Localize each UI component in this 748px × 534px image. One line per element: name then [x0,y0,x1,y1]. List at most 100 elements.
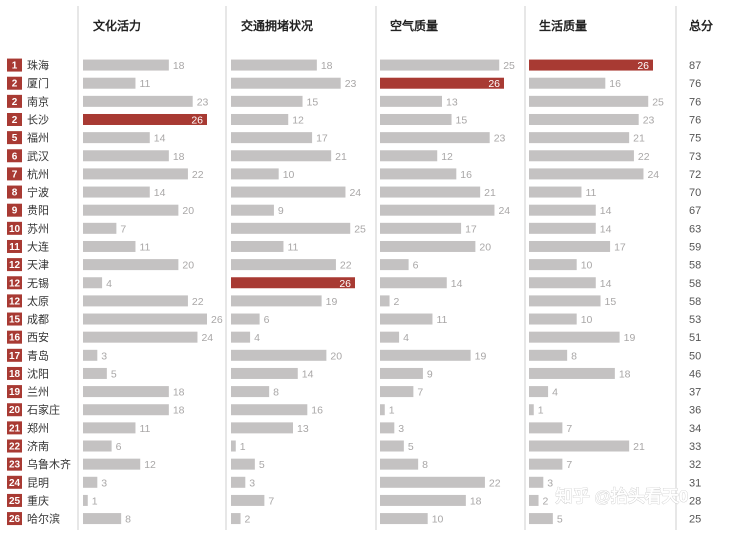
bar [231,367,298,379]
rank-label: 12 [9,278,21,289]
bar-value-label: 5 [408,441,414,453]
rank-label: 18 [9,369,21,380]
rank-badge [7,312,22,326]
rank-badge [7,512,22,526]
city-row: 17 青岛 3 20 19 8 50 [7,348,701,362]
bar [231,77,341,89]
bar [529,440,630,452]
bar-value-label: 18 [470,495,482,507]
bar-value-label: 18 [173,387,185,399]
city-name: 沈阳 [27,366,49,380]
bar-value-label: 14 [302,368,314,380]
total-score: 67 [689,205,701,217]
bar-value-label: 1 [538,405,544,417]
rank-badge [7,457,22,471]
total-score: 72 [689,169,701,181]
rank-badge [7,239,22,253]
total-header: 总分 [689,18,713,33]
bar [83,59,169,71]
city-name: 宁波 [27,185,49,199]
bar-value-label: 6 [264,314,270,326]
bar [231,168,279,180]
total-score: 59 [689,241,701,253]
city-row: 9 贵阳 20 9 24 14 67 [7,203,701,217]
bar-value-label: 10 [581,314,593,326]
rank-label: 2 [12,115,18,126]
column-header: 生活质量 [539,18,587,33]
bar [231,240,284,252]
bar-value-label: 20 [182,260,194,272]
bar-value-label: 19 [624,332,636,344]
city-row: 25 重庆 1 7 18 2 28 [7,493,701,507]
city-row: 11 大连 11 11 20 17 59 [7,239,701,253]
city-row: 5 福州 14 17 23 21 75 [7,131,701,145]
bar [83,168,188,180]
rank-badge [7,76,22,90]
bar [83,513,122,525]
bar-value-label: 20 [330,350,342,362]
bar [231,422,293,434]
column-header: 空气质量 [390,18,438,33]
bar [529,277,596,289]
bar-value-label: 22 [192,296,204,308]
total-score: 58 [689,296,701,308]
bar-value-label: 4 [403,332,409,344]
bar-value-label: 15 [456,114,468,126]
rank-label: 21 [9,423,21,434]
bar-value-label: 7 [268,495,274,507]
bar-value-label: 7 [120,223,126,235]
rank-badge [7,112,22,126]
city-row: 12 天津 20 22 6 10 58 [7,258,701,272]
bar-value-label: 15 [307,96,319,108]
bar [529,367,615,379]
bar-value-label: 25 [354,223,366,235]
bar-value-label: 12 [441,151,453,163]
bar [231,113,289,125]
bar-value-label: 17 [614,241,626,253]
bar-value-label: 18 [321,60,333,72]
bar [529,77,606,89]
bar [83,259,179,271]
bar-value-label: 18 [173,60,185,72]
total-score: 28 [689,495,701,507]
bar-value-label: 16 [460,169,472,181]
total-score: 51 [689,332,701,344]
bar [231,440,236,452]
bar-value-label: 3 [547,477,553,489]
city-row: 23 乌鲁木齐 12 5 8 7 32 [7,457,701,471]
bar [231,513,241,525]
bar [380,59,500,71]
city-name: 郑州 [27,421,49,435]
total-score: 34 [689,423,701,435]
bar-value-label: 21 [633,133,645,145]
rank-badge [7,58,22,72]
rank-label: 10 [9,224,21,235]
bar [380,132,490,144]
bar [231,331,251,343]
city-name: 乌鲁木齐 [27,457,71,471]
bar [83,150,169,162]
bar [231,132,313,144]
rank-badge [7,385,22,399]
bar [380,113,452,125]
bar [380,277,447,289]
bar-value-label: 7 [417,387,423,399]
bar-value-label: 18 [173,151,185,163]
rank-badge [7,294,22,308]
column-separators [77,6,677,530]
bar-value-label: 5 [259,459,265,471]
bar [231,204,274,216]
bar-value-label: 19 [326,296,338,308]
city-name: 哈尔滨 [27,512,60,526]
bar [231,349,327,361]
city-name: 杭州 [27,167,49,181]
city-row: 24 昆明 3 3 22 3 31 [7,475,701,489]
total-score: 33 [689,441,701,453]
city-rows: 1 珠海 18 18 25 26 872 厦门 11 23 26 16 762 南京 23 15 13 25 762… [7,58,701,526]
city-row: 16 西安 24 4 4 19 51 [7,330,701,344]
bar [83,367,107,379]
rank-badge [7,348,22,362]
city-row: 12 太原 22 19 2 15 58 [7,294,701,308]
bar [529,259,577,271]
bar-value-label: 26 [191,114,203,126]
